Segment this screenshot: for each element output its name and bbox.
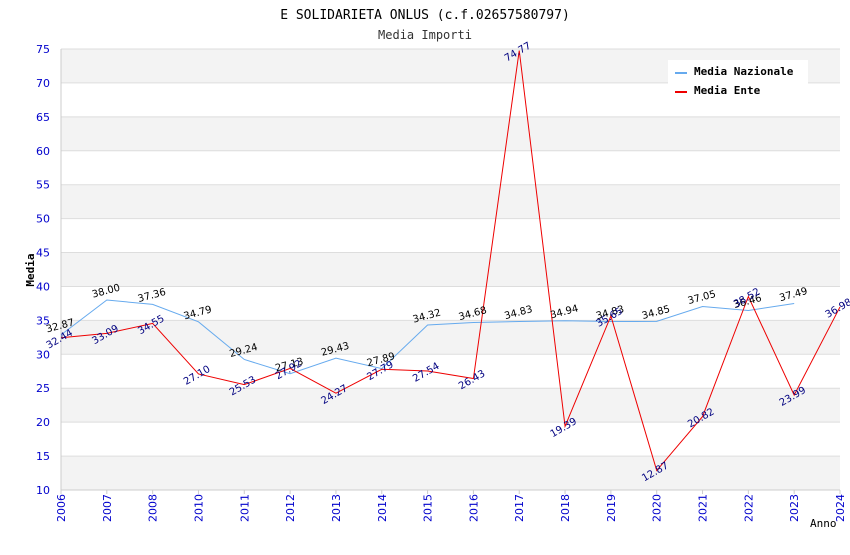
grid-bands [61, 49, 840, 490]
chart-subtitle: Media Importi [378, 28, 472, 42]
x-tick-label: 2022 [742, 494, 755, 522]
y-tick-label: 45 [36, 247, 50, 260]
x-tick-label: 2008 [147, 494, 160, 522]
legend-label-ente: Media Ente [694, 84, 761, 97]
y-tick-label: 65 [36, 111, 50, 124]
series-line-nazionale [60, 299, 795, 375]
y-tick-label: 25 [36, 382, 50, 395]
y-tick-label: 30 [36, 348, 50, 361]
grid-lines [60, 48, 841, 494]
x-tick-label: 2006 [55, 494, 68, 522]
legend-box [668, 60, 808, 102]
x-tick-label: 2007 [101, 494, 114, 522]
series-lines [60, 50, 841, 472]
grid-band [61, 252, 840, 287]
x-tick-label: 2021 [697, 494, 710, 522]
grid-band [61, 218, 840, 253]
y-tick-label: 15 [36, 450, 50, 463]
y-tick-label: 75 [36, 43, 50, 56]
x-tick-label: 2011 [238, 494, 251, 522]
x-axis-label: Anno [810, 517, 837, 530]
grid-band [61, 286, 840, 321]
chart-title: E SOLIDARIETA ONLUS (c.f.02657580797) [280, 8, 570, 23]
x-tick-label: 2024 [834, 494, 847, 522]
grid-band [61, 150, 840, 185]
x-tick-label: 2012 [284, 494, 297, 522]
grid-band [61, 456, 840, 490]
grid-band [61, 422, 840, 457]
x-tick-label: 2023 [788, 494, 801, 522]
x-tick-label: 2017 [513, 494, 526, 522]
grid-band [61, 354, 840, 389]
x-tick-label: 2020 [651, 494, 664, 522]
y-tick-label: 20 [36, 416, 50, 429]
grid-band [61, 388, 840, 423]
x-tick-label: 2015 [422, 494, 435, 522]
x-tick-label: 2018 [559, 494, 572, 522]
y-tick-label: 40 [36, 280, 50, 293]
y-tick-label: 50 [36, 213, 50, 226]
y-axis-label: Media [24, 253, 37, 286]
grid-band [61, 116, 840, 151]
x-tick-label: 2013 [330, 494, 343, 522]
grid-band [61, 184, 840, 219]
x-tick-label: 2016 [467, 494, 480, 522]
series-line-ente [60, 50, 841, 472]
y-tick-label: 10 [36, 484, 50, 497]
legend: Media Nazionale Media Ente [668, 60, 808, 102]
y-tick-label: 70 [36, 77, 50, 90]
x-axis-ticks: 2006 2007 2008 2010 2011 2012 2013 2014 2015 2016… [55, 494, 847, 522]
x-tick-label: 2014 [376, 494, 389, 522]
y-tick-label: 60 [36, 145, 50, 158]
y-tick-label: 35 [36, 314, 50, 327]
grid-band [61, 320, 840, 355]
legend-label-nazionale: Media Nazionale [694, 65, 794, 78]
y-tick-label: 55 [36, 179, 50, 192]
x-tick-label: 2019 [605, 494, 618, 522]
y-axis-ticks: 10 15 20 25 30 35 40 45 50 55 60 65 70 75 [36, 43, 50, 497]
x-tick-label: 2010 [192, 494, 205, 522]
